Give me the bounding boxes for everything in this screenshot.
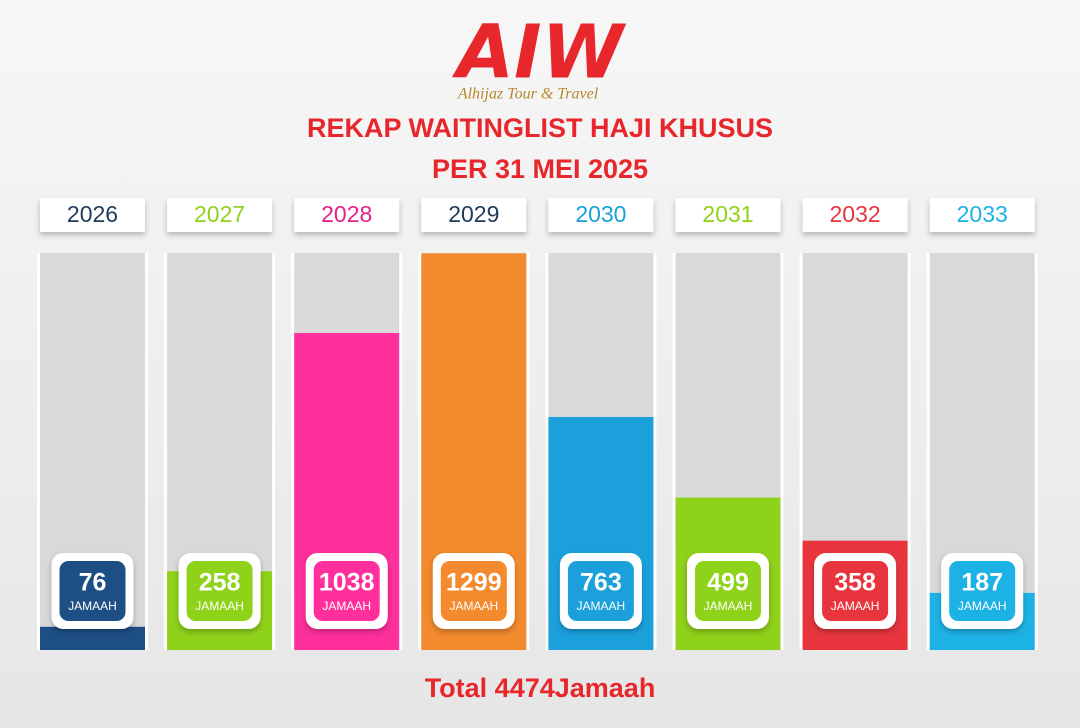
x-tick-label: 2027 bbox=[194, 201, 245, 227]
value-badge-inner bbox=[59, 561, 126, 621]
year-box bbox=[675, 198, 781, 232]
footer-total: Total 4474Jamaah bbox=[425, 673, 656, 703]
year-box bbox=[929, 198, 1035, 232]
value-unit: JAMAAH bbox=[958, 599, 1007, 613]
value-badge-inner bbox=[949, 561, 1016, 621]
x-tick-label: 2032 bbox=[830, 201, 881, 227]
logo-subtitle: Alhijaz Tour & Travel bbox=[457, 86, 599, 103]
value-unit: JAMAAH bbox=[322, 599, 371, 613]
value-unit: JAMAAH bbox=[704, 599, 753, 613]
bar bbox=[40, 626, 145, 650]
value-unit: JAMAAH bbox=[195, 599, 244, 613]
x-tick-label: 2026 bbox=[67, 201, 118, 227]
value-label: 499 bbox=[707, 569, 749, 597]
value-label: 1038 bbox=[319, 569, 375, 597]
value-label: 1299 bbox=[446, 569, 502, 597]
value-label: 258 bbox=[199, 569, 241, 597]
x-tick-label: 2030 bbox=[575, 201, 626, 227]
year-box bbox=[421, 198, 527, 232]
year-box bbox=[167, 198, 273, 232]
year-box bbox=[802, 198, 908, 232]
value-badge-inner bbox=[440, 561, 507, 621]
x-tick-label: 2033 bbox=[957, 201, 1008, 227]
value-badge-inner bbox=[695, 561, 761, 621]
year-box bbox=[294, 198, 400, 232]
value-unit: JAMAAH bbox=[831, 599, 880, 613]
value-badge-inner bbox=[567, 561, 634, 621]
chart-subtitle: PER 31 MEI 2025 bbox=[432, 154, 648, 184]
x-tick-label: 2029 bbox=[448, 201, 499, 227]
value-label: 763 bbox=[580, 569, 622, 597]
value-label: 187 bbox=[961, 569, 1003, 597]
value-unit: JAMAAH bbox=[577, 599, 626, 613]
value-badge-inner bbox=[822, 561, 889, 621]
year-box bbox=[40, 198, 145, 232]
x-tick-label: 2028 bbox=[321, 201, 372, 227]
value-badge-inner bbox=[313, 561, 380, 621]
value-label: 358 bbox=[834, 569, 876, 597]
value-unit: JAMAAH bbox=[68, 599, 117, 613]
value-unit: JAMAAH bbox=[449, 599, 498, 613]
year-box bbox=[548, 198, 654, 232]
logo: AIW bbox=[452, 10, 627, 96]
value-label: 76 bbox=[79, 569, 107, 597]
x-tick-label: 2031 bbox=[702, 201, 753, 227]
chart-title: REKAP WAITINGLIST HAJI KHUSUS bbox=[307, 113, 773, 143]
value-badge-inner bbox=[186, 561, 253, 621]
